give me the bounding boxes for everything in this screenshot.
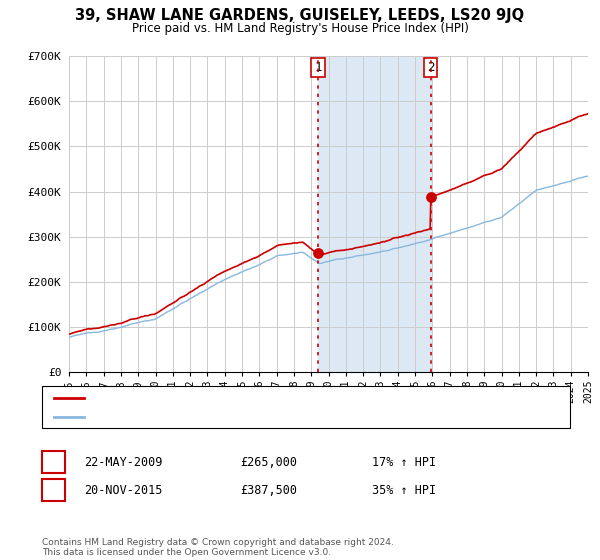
Text: 39, SHAW LANE GARDENS, GUISELEY, LEEDS, LS20 9JQ: 39, SHAW LANE GARDENS, GUISELEY, LEEDS, … bbox=[76, 8, 524, 24]
Text: 20-NOV-2015: 20-NOV-2015 bbox=[84, 483, 163, 497]
Text: 17% ↑ HPI: 17% ↑ HPI bbox=[372, 455, 436, 469]
Bar bbox=[318, 56, 431, 372]
Text: Contains HM Land Registry data © Crown copyright and database right 2024.
This d: Contains HM Land Registry data © Crown c… bbox=[42, 538, 394, 557]
Text: 39, SHAW LANE GARDENS, GUISELEY, LEEDS, LS20 9JQ (detached house): 39, SHAW LANE GARDENS, GUISELEY, LEEDS, … bbox=[87, 393, 509, 403]
Text: 22-MAY-2009: 22-MAY-2009 bbox=[84, 455, 163, 469]
Text: 35% ↑ HPI: 35% ↑ HPI bbox=[372, 483, 436, 497]
Text: 1: 1 bbox=[314, 60, 322, 74]
Text: HPI: Average price, detached house, Leeds: HPI: Average price, detached house, Leed… bbox=[87, 412, 353, 422]
Text: £387,500: £387,500 bbox=[240, 483, 297, 497]
Point bbox=[426, 193, 436, 202]
Text: Price paid vs. HM Land Registry's House Price Index (HPI): Price paid vs. HM Land Registry's House … bbox=[131, 22, 469, 35]
Point bbox=[313, 248, 323, 257]
Text: 1: 1 bbox=[50, 455, 57, 469]
Text: 2: 2 bbox=[427, 60, 434, 74]
Text: 2: 2 bbox=[50, 483, 57, 497]
Text: £265,000: £265,000 bbox=[240, 455, 297, 469]
